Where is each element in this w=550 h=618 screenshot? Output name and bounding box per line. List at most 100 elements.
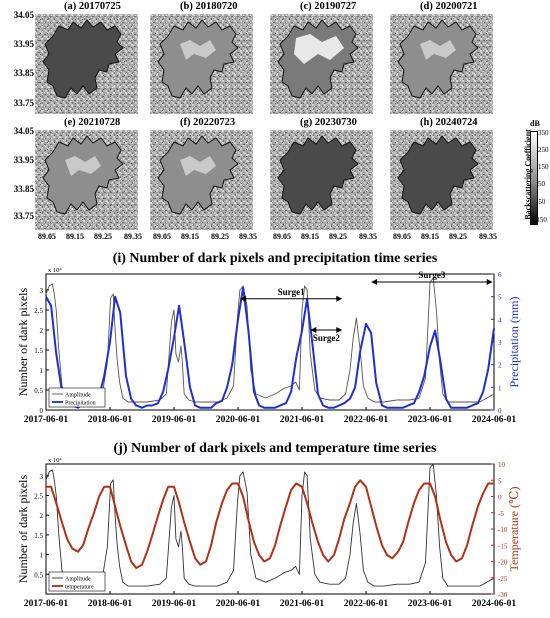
lon-tick: 89.35 [479, 232, 497, 241]
legend-entry: Amplitude [65, 393, 91, 399]
x-tick-label: 2019-06-01 [152, 599, 197, 609]
x-tick-label: 2024-06-01 [472, 415, 517, 425]
annotation-arrowhead [336, 295, 343, 302]
colorbar-tick: 250 [538, 146, 549, 154]
y2-tick-label: -10 [498, 526, 508, 534]
y-multiplier: x 10⁴ [48, 268, 62, 274]
y2-tick-label: -5 [498, 510, 504, 518]
colorbar-tick: 350 [538, 129, 549, 137]
annotation-arrowhead [371, 279, 378, 285]
sar-tile-image [35, 14, 138, 114]
colorbar-tick: 50 [538, 180, 545, 188]
lon-tick: 89.35 [359, 232, 377, 241]
lon-tick: 89.05 [273, 232, 291, 241]
annotation-label: Surge3 [418, 270, 446, 280]
series-line-temperature [46, 479, 494, 569]
sar-tile [35, 130, 138, 230]
lon-tick: 89.25 [211, 232, 229, 241]
y2-tick-label: 5 [498, 477, 502, 485]
colorbar [530, 131, 538, 225]
lon-tick: 89.15 [301, 232, 319, 241]
colorbar-tick: -150 [534, 216, 547, 224]
lat-tick: 34.05 [13, 10, 34, 20]
y2-tick-label: 6 [498, 271, 502, 279]
annotation-arrowhead [239, 295, 246, 302]
lat-tick: 33.75 [13, 211, 34, 221]
lon-tick: 89.25 [449, 232, 467, 241]
sar-tile-image [270, 130, 373, 230]
annotation-arrowhead [336, 327, 343, 333]
tile-title: (h) 20240724 [420, 117, 478, 128]
y2-tick-label: 10 [498, 461, 506, 469]
legend-entry: temperature [65, 585, 94, 591]
y2-tick-label: -30 [498, 591, 508, 599]
lon-tick: 89.25 [94, 232, 112, 241]
chart-j-title: (j) Number of dark pixels and temperatur… [113, 441, 437, 456]
x-tick-label: 2022-06-01 [344, 415, 389, 425]
y2-tick-label: 1 [498, 384, 502, 392]
legend-entry: Amplitude [65, 577, 91, 583]
colorbar-label: Backscattering Coefficient [523, 129, 533, 220]
y2-tick-label: 5 [498, 294, 502, 302]
lat-tick: 33.95 [13, 155, 34, 165]
lon-tick: 89.05 [153, 232, 171, 241]
lat-tick: 33.85 [13, 184, 34, 194]
lon-tick: 89.15 [421, 232, 439, 241]
sar-tile [390, 130, 493, 230]
series-line-amplitude [45, 277, 495, 403]
sar-tile-image [35, 130, 138, 230]
y-tick-label: 0.5 [34, 571, 43, 579]
y2-tick-label: -25 [498, 575, 508, 583]
annotation-label: Surge2 [313, 333, 341, 343]
y-axis-label: Number of dark pixels [16, 288, 30, 397]
y-tick-label: 1 [40, 367, 44, 375]
sar-tile [150, 130, 253, 230]
sar-tile-image [390, 130, 493, 230]
lat-tick: 33.75 [13, 98, 34, 108]
x-tick-label: 2020-06-01 [216, 599, 261, 609]
y2-tick-label: -15 [498, 542, 508, 550]
y2-tick-label: -20 [498, 559, 508, 567]
colorbar-unit: dB [530, 119, 540, 128]
lon-tick: 89.05 [38, 232, 56, 241]
sar-tile-image [150, 130, 253, 230]
y-tick-label: 1.5 [34, 347, 43, 355]
tile-title: (a) 20170725 [64, 1, 121, 12]
chart-precipitation: 2017-06-01 2018-06-01 2019-06-01 2020-06-01… [16, 268, 521, 425]
y2-axis-label: Precipitation (mm) [507, 297, 521, 388]
y2-axis-label: Temperature (℃) [507, 487, 521, 572]
tile-title: (d) 20200721 [420, 1, 478, 12]
y2-tick-label: 3 [498, 339, 502, 347]
x-tick-label: 2018-06-01 [88, 599, 133, 609]
x-tick-label: 2024-06-01 [472, 599, 517, 609]
y2-tick-label: 0 [498, 407, 502, 415]
annotation-arrowhead [486, 279, 493, 285]
x-tick-label: 2017-06-01 [24, 415, 69, 425]
y-tick-label: 2.5 [34, 493, 43, 501]
y-tick-label: 2.5 [34, 307, 43, 315]
x-tick-label: 2021-06-01 [280, 415, 325, 425]
x-tick-label: 2019-06-01 [152, 415, 197, 425]
colorbar-tick: 150 [538, 163, 549, 171]
sar-tile [270, 14, 373, 114]
lat-tick: 33.95 [13, 39, 34, 49]
tile-title: (b) 20180720 [180, 1, 238, 12]
y-tick-label: 2 [40, 512, 44, 520]
x-tick-label: 2021-06-01 [280, 599, 325, 609]
y-tick-label: 1 [40, 552, 44, 560]
series-line-amplitude [45, 463, 495, 587]
lon-tick: 89.35 [124, 232, 142, 241]
annotation-label: Surge1 [278, 287, 306, 297]
x-tick-label: 2023-06-01 [408, 599, 453, 609]
y-tick-label: 2 [40, 327, 44, 335]
sar-tile [390, 14, 493, 114]
y-multiplier: x 10⁴ [48, 458, 62, 464]
legend-entry: Precipitation [65, 401, 96, 407]
y-axis-label: Number of dark pixels [16, 475, 30, 584]
lon-tick: 89.25 [329, 232, 347, 241]
tile-title: (f) 20220723 [180, 117, 236, 128]
x-tick-label: 2017-06-01 [24, 599, 69, 609]
sar-tile [270, 130, 373, 230]
sar-tile-image [150, 14, 253, 114]
tile-title: (g) 20230730 [300, 117, 357, 128]
